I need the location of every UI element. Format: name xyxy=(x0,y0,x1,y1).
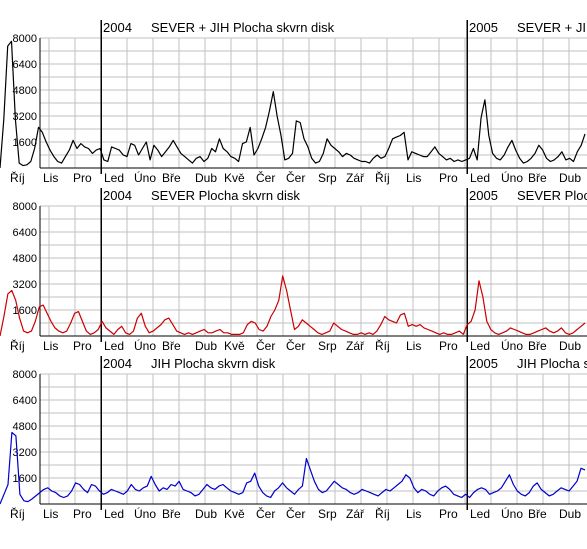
header-title-label: SEVER + JIH Plocha skvrn disk xyxy=(517,20,587,35)
y-tick-label: 3200 xyxy=(13,279,37,291)
x-tick-label: Pro xyxy=(73,507,92,521)
x-tick-label: Čer xyxy=(286,338,305,353)
x-tick-label: Lis xyxy=(43,507,58,521)
series-line xyxy=(0,431,586,505)
series-line xyxy=(0,40,586,169)
x-tick-label: Čer xyxy=(256,170,275,185)
x-tick-label: Čer xyxy=(256,338,275,353)
y-tick-label: 1600 xyxy=(13,137,37,149)
x-tick-label: Lis xyxy=(43,339,58,353)
x-tick-label: Lis xyxy=(43,171,58,185)
x-tick-label: Lis xyxy=(406,507,421,521)
x-tick-label: Pro xyxy=(73,171,92,185)
x-tick-label: Kvě xyxy=(224,507,245,521)
series-line xyxy=(0,275,586,337)
y-tick-label: 6400 xyxy=(13,227,37,239)
x-tick-label: Kvě xyxy=(224,171,245,185)
x-tick-label: Bře xyxy=(528,507,547,521)
x-tick-label: Bře xyxy=(162,507,181,521)
x-tick-label: Led xyxy=(104,507,124,521)
y-tick-label: 8000 xyxy=(13,201,37,213)
header-year-label: 2005 xyxy=(469,356,498,371)
x-tick-label: Dub xyxy=(559,171,581,185)
y-tick-label: 4800 xyxy=(13,253,37,265)
x-tick-label: Úno xyxy=(501,338,523,353)
x-tick-label: Bře xyxy=(162,171,181,185)
x-tick-label: Led xyxy=(104,339,124,353)
x-tick-label: Zář xyxy=(346,507,365,521)
header-year-label: 2005 xyxy=(469,188,498,203)
x-tick-label: Srp xyxy=(318,339,337,353)
y-tick-label: 3200 xyxy=(13,111,37,123)
x-tick-label: Čer xyxy=(286,170,305,185)
x-tick-label: Zář xyxy=(346,171,365,185)
x-tick-label: Úno xyxy=(501,506,523,521)
y-tick-label: 8000 xyxy=(13,33,37,45)
x-tick-label: Srp xyxy=(318,507,337,521)
y-tick-label: 3200 xyxy=(13,447,37,459)
x-tick-label: Pro xyxy=(439,507,458,521)
x-tick-label: Led xyxy=(470,171,490,185)
header-year-label: 2004 xyxy=(103,188,132,203)
header-title-label: SEVER Plocha skvrn disk xyxy=(151,188,300,203)
header-title-label: JIH Plocha skvrn disk xyxy=(151,356,276,371)
x-tick-label: Říj xyxy=(10,506,25,521)
x-tick-label: Říj xyxy=(10,338,25,353)
y-tick-label: 6400 xyxy=(13,59,37,71)
y-tick-label: 8000 xyxy=(13,369,37,381)
x-tick-label: Bře xyxy=(162,339,181,353)
x-tick-label: Dub xyxy=(195,171,217,185)
x-tick-label: Říj xyxy=(375,170,390,185)
x-tick-label: Led xyxy=(470,339,490,353)
header-title-label: SEVER Plocha skvrn disk xyxy=(517,188,587,203)
x-tick-label: Úno xyxy=(134,338,156,353)
x-tick-label: Dub xyxy=(195,339,217,353)
x-tick-label: Čer xyxy=(256,506,275,521)
y-tick-label: 4800 xyxy=(13,421,37,433)
x-tick-label: Dub xyxy=(195,507,217,521)
x-tick-label: Led xyxy=(470,507,490,521)
x-tick-label: Říj xyxy=(10,170,25,185)
x-tick-label: Úno xyxy=(501,170,523,185)
x-tick-label: Úno xyxy=(134,506,156,521)
x-tick-label: Pro xyxy=(439,171,458,185)
x-tick-label: Lis xyxy=(406,339,421,353)
y-tick-label: 1600 xyxy=(13,305,37,317)
x-tick-label: Říj xyxy=(375,338,390,353)
x-tick-label: Čer xyxy=(286,506,305,521)
x-tick-label: Bře xyxy=(528,339,547,353)
header-title-label: JIH Plocha skvrn disk xyxy=(517,356,587,371)
header-title-label: SEVER + JIH Plocha skvrn disk xyxy=(151,20,335,35)
x-tick-label: Kvě xyxy=(224,339,245,353)
x-tick-label: Dub xyxy=(559,339,581,353)
x-tick-label: Pro xyxy=(439,339,458,353)
x-tick-label: Pro xyxy=(73,339,92,353)
x-tick-label: Zář xyxy=(346,339,365,353)
x-tick-label: Dub xyxy=(559,507,581,521)
x-tick-label: Lis xyxy=(406,171,421,185)
x-tick-label: Úno xyxy=(134,170,156,185)
x-tick-label: Říj xyxy=(375,506,390,521)
header-year-label: 2004 xyxy=(103,20,132,35)
header-year-label: 2004 xyxy=(103,356,132,371)
y-tick-label: 6400 xyxy=(13,395,37,407)
x-tick-label: Bře xyxy=(528,171,547,185)
header-year-label: 2005 xyxy=(469,20,498,35)
x-tick-label: Srp xyxy=(318,171,337,185)
y-tick-label: 4800 xyxy=(13,85,37,97)
y-tick-label: 1600 xyxy=(13,473,37,485)
x-tick-label: Led xyxy=(104,171,124,185)
